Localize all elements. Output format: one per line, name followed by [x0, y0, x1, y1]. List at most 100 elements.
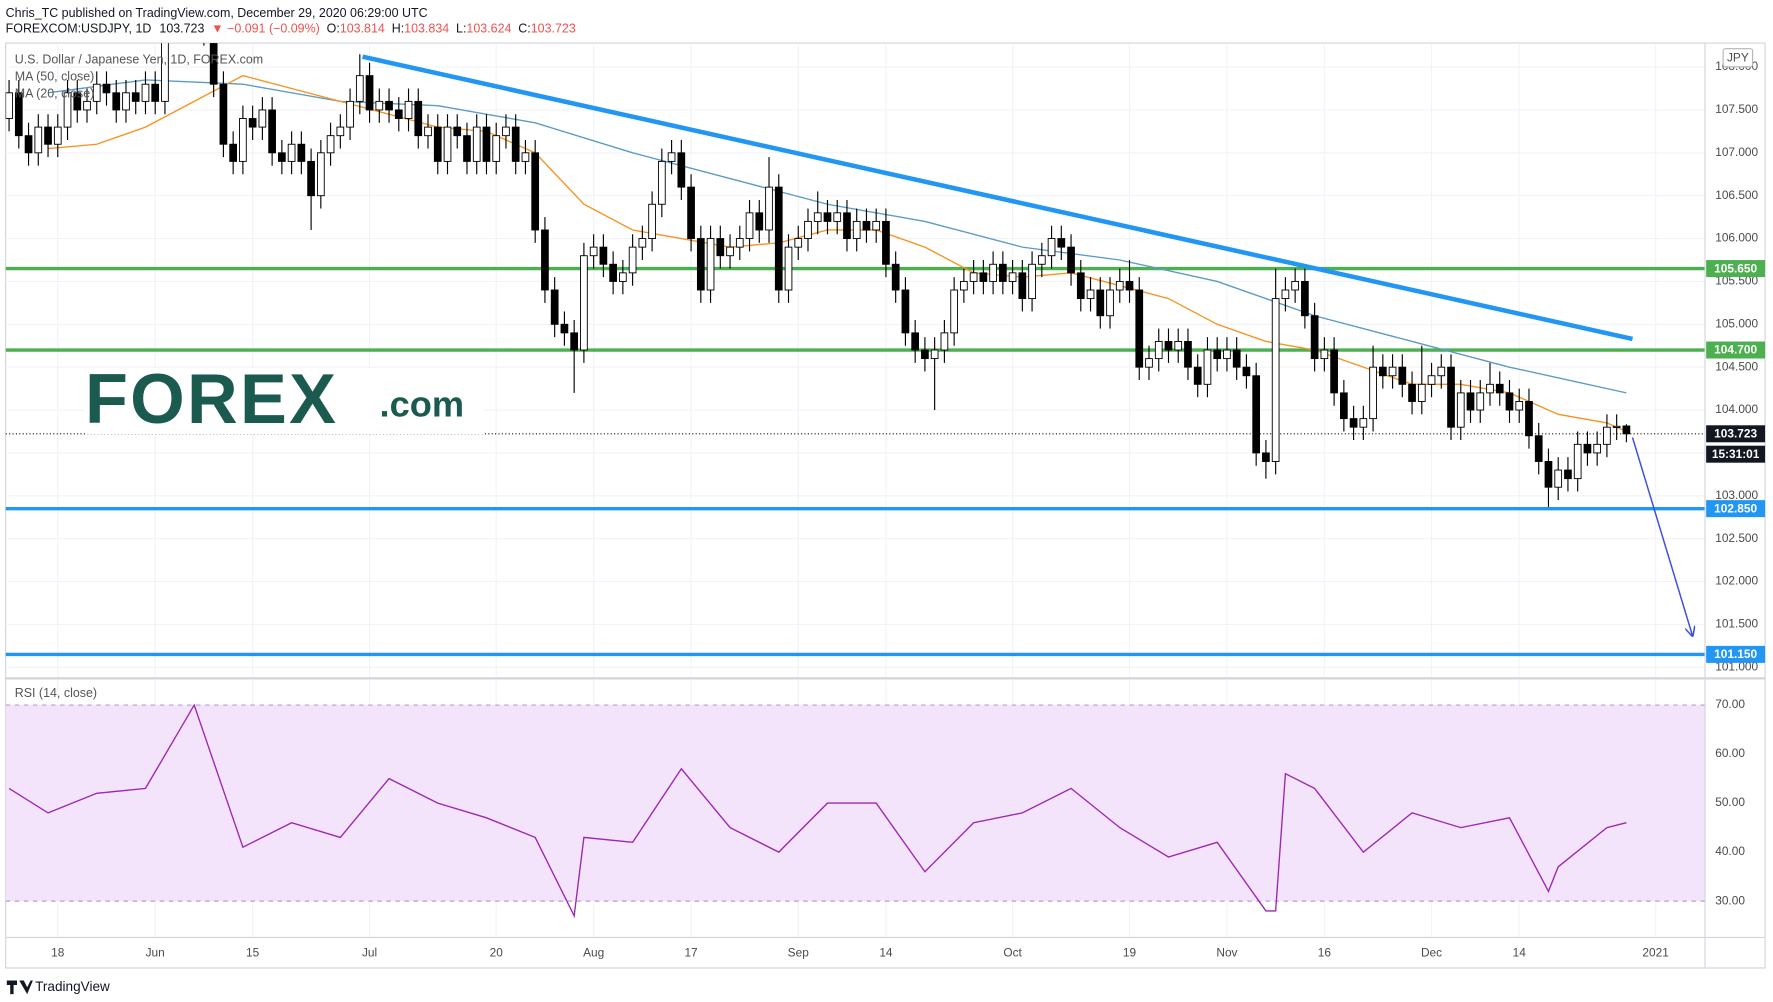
ohlc-label: H:	[392, 22, 404, 36]
candle-body	[63, 92, 72, 128]
level-label: 105.650	[1714, 261, 1757, 275]
candle-body	[511, 126, 520, 162]
currency: JPY	[1727, 51, 1749, 65]
candle-body	[882, 220, 890, 265]
y-tick-label: 106.000	[1715, 231, 1758, 245]
candle-body	[1037, 255, 1046, 265]
candle-body	[1281, 289, 1290, 300]
candle-body	[278, 152, 286, 162]
candle-body	[550, 289, 559, 325]
candle-body	[73, 92, 82, 111]
candle-body	[1340, 392, 1348, 420]
candle-body	[1232, 349, 1241, 368]
candle-body	[950, 289, 958, 334]
footer-logo: TradingView	[6, 979, 110, 995]
candle-body	[1086, 289, 1095, 300]
candle-body	[930, 349, 939, 360]
y-tick-label: 50.00	[1715, 795, 1745, 809]
candle-body	[687, 186, 695, 240]
candle-body	[1466, 392, 1475, 411]
level-badge	[1706, 260, 1766, 278]
candle-body	[1154, 340, 1163, 360]
y-tick-label: 107.500	[1715, 102, 1758, 116]
candle-body	[287, 143, 296, 162]
candle-body	[1534, 435, 1543, 462]
x-tick-label: 14	[1513, 945, 1527, 959]
candle-body	[1573, 443, 1582, 480]
last-price-badge	[1706, 425, 1766, 443]
candle-body	[833, 212, 842, 222]
legend-entry: MA (20, close)	[15, 86, 95, 100]
candle-body	[667, 152, 676, 162]
countdown: 15:31:01	[1712, 447, 1760, 461]
rsi-legend: RSI (14, close)	[15, 686, 97, 700]
candle-body	[1018, 272, 1027, 300]
candle-body	[375, 100, 384, 111]
x-tick-label: 19	[1123, 945, 1137, 959]
candle-body	[1564, 469, 1572, 480]
candle-body	[24, 135, 33, 154]
candle-body	[619, 272, 627, 282]
candle-body	[1593, 443, 1602, 454]
candle-body	[404, 100, 413, 119]
brand-icon	[6, 980, 33, 995]
candle-body	[209, 43, 218, 85]
ohlc-value: 103.624	[466, 22, 511, 36]
candle-body	[735, 238, 744, 248]
candle-body	[862, 220, 871, 231]
y-tick-label: 107.000	[1715, 145, 1758, 159]
x-tick-label: Nov	[1216, 945, 1237, 959]
candle-body	[1359, 418, 1368, 428]
candle-body	[463, 135, 471, 162]
x-tick-label: Oct	[1003, 945, 1022, 959]
x-tick-label: Jun	[146, 945, 165, 959]
candle-body	[589, 246, 598, 257]
candle-body	[161, 43, 169, 102]
y-tick-label: 106.500	[1715, 188, 1758, 202]
rsi-line	[8, 703, 1627, 919]
candle-body	[979, 272, 988, 282]
ohlc-label: C:	[518, 22, 530, 36]
last-price-label: 103.723	[1714, 426, 1757, 440]
candle-body	[726, 246, 734, 257]
candle-body	[794, 238, 803, 248]
candle-body	[1096, 289, 1105, 317]
candle-body	[112, 92, 121, 111]
candle-body	[316, 152, 325, 197]
candle-body	[151, 83, 160, 102]
candle-body	[1291, 280, 1299, 291]
rsi-pane	[5, 703, 1706, 919]
candle-body	[355, 75, 364, 102]
candle-body	[1505, 392, 1514, 411]
candle-body	[560, 323, 569, 334]
projection-arrow	[1631, 437, 1693, 636]
author-line: Chris_TC published on TradingView.com, D…	[6, 6, 428, 20]
x-tick-label: 2021	[1642, 945, 1669, 959]
candle-body	[102, 83, 111, 94]
candle-body	[258, 109, 267, 128]
candle-body	[1378, 366, 1387, 377]
level-label: 102.850	[1714, 501, 1757, 515]
candle-body	[1106, 289, 1114, 317]
candle-body	[1067, 246, 1075, 274]
ohlc-value: 103.834	[404, 22, 449, 36]
candle-body	[1369, 366, 1377, 420]
level-badge	[1706, 341, 1766, 359]
candle-body	[1076, 272, 1085, 300]
candle-body	[268, 109, 276, 154]
currency-box[interactable]	[1722, 48, 1754, 68]
candle-body	[1145, 358, 1153, 368]
candle-body	[843, 212, 851, 240]
x-tick-label: Aug	[583, 945, 604, 959]
candle-body	[657, 160, 666, 205]
watermark-suffix: .com	[380, 383, 465, 424]
candle-body	[482, 126, 491, 162]
candle-body	[1223, 349, 1231, 360]
candle-body	[706, 238, 715, 291]
candle-body	[541, 229, 549, 291]
symbol-line: FOREXCOM:USDJPY, 1D 103.723 ▼ −0.091 (−0…	[6, 22, 576, 36]
candle-body	[122, 92, 130, 111]
candle-body	[14, 92, 23, 137]
candle-body	[1135, 289, 1144, 368]
candle-body	[1554, 469, 1563, 488]
